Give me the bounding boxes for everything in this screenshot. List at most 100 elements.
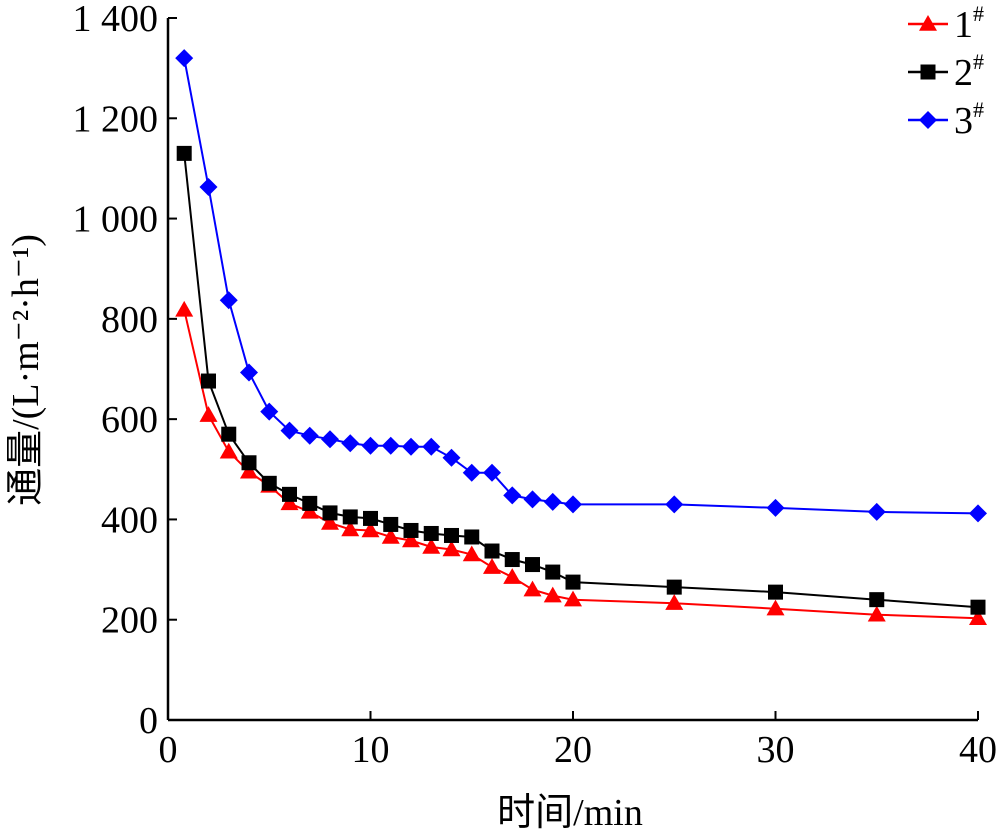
legend-item: 2# [908,49,984,94]
data-point [970,599,986,615]
data-point [175,49,194,68]
data-point [766,599,785,616]
data-point [383,516,399,532]
data-point [321,430,339,449]
data-point [219,291,238,310]
data-point [969,609,987,625]
data-point [768,584,783,600]
data-point [423,525,439,541]
data-point [543,586,562,603]
y-tick-label: 200 [101,600,158,642]
data-point [442,448,461,467]
data-point [503,568,522,584]
series-line [183,57,979,515]
data-point [462,463,481,482]
legend: 1#2#3# [908,1,984,142]
series-layer [175,49,987,625]
data-point [241,455,257,471]
data-point [462,545,481,562]
y-tick-label: 1 000 [73,199,159,241]
data-point [402,531,420,548]
data-point [422,538,441,554]
data-point [543,492,562,511]
x-axis-title: 时间/min [497,792,643,833]
x-tick-label: 30 [757,729,795,771]
data-point [341,520,360,537]
series-line [183,309,979,620]
data-point [565,574,581,590]
data-point [969,504,987,523]
y-tick-label: 800 [101,299,158,341]
data-point [381,527,400,544]
data-point [363,510,378,526]
data-point [176,145,192,161]
data-point [322,505,338,521]
data-point [300,426,319,445]
data-point [867,502,886,521]
data-point [361,436,380,455]
legend-marker [919,15,937,31]
y-tick-label: 600 [101,399,158,441]
data-point [442,540,461,557]
data-point [444,527,459,543]
data-point [282,486,297,502]
data-point [261,475,277,491]
data-point [766,498,785,517]
data-point [422,437,441,456]
data-point [525,557,540,573]
legend-marker [919,111,937,129]
data-point [464,529,480,545]
data-point [504,552,520,568]
data-point [342,509,358,525]
y-tick-label: 400 [101,499,158,541]
data-point [302,495,318,511]
data-point [665,495,684,514]
data-point [175,300,194,317]
data-point [564,590,582,607]
data-point [484,543,500,559]
data-point [564,495,582,514]
data-point [280,494,299,511]
data-point [523,580,542,597]
data-point [867,605,886,622]
y-tick-label: 1 400 [73,0,159,40]
x-tick-label: 20 [554,729,592,771]
data-point [503,486,522,505]
legend-label: 3# [954,97,984,142]
data-point [280,421,299,440]
y-tick-label: 1 200 [73,98,159,140]
y-tick-label: 0 [139,700,158,742]
data-point [545,564,561,580]
data-point [201,373,216,389]
x-tick-label: 0 [159,729,178,771]
data-point [666,579,682,595]
data-point [240,363,258,382]
legend-label: 2# [954,49,984,94]
axes: 0 200 400 600 800 1 000 1 200 1 400 0 10 20 30 40 [73,0,998,771]
series-line [183,153,979,609]
data-point [381,436,400,455]
x-tick-label: 10 [352,729,390,771]
series-2 [176,145,986,615]
data-point [221,426,237,442]
legend-item: 1# [908,1,984,46]
x-tick-label: 40 [959,729,997,771]
series-1 [175,300,987,625]
data-point [869,592,885,608]
data-point [199,177,218,196]
data-point [361,521,380,538]
data-point [523,490,542,509]
data-point [260,402,279,421]
y-axis-title: 通量/(L·m⁻²·h⁻¹) [5,234,47,506]
data-point [483,463,501,482]
data-point [341,434,360,453]
series-3 [175,49,987,523]
data-point [199,406,218,422]
data-point [321,513,339,530]
legend-item: 3# [908,97,984,142]
legend-label: 1# [954,1,984,46]
data-point [403,522,419,538]
data-point [219,442,238,459]
